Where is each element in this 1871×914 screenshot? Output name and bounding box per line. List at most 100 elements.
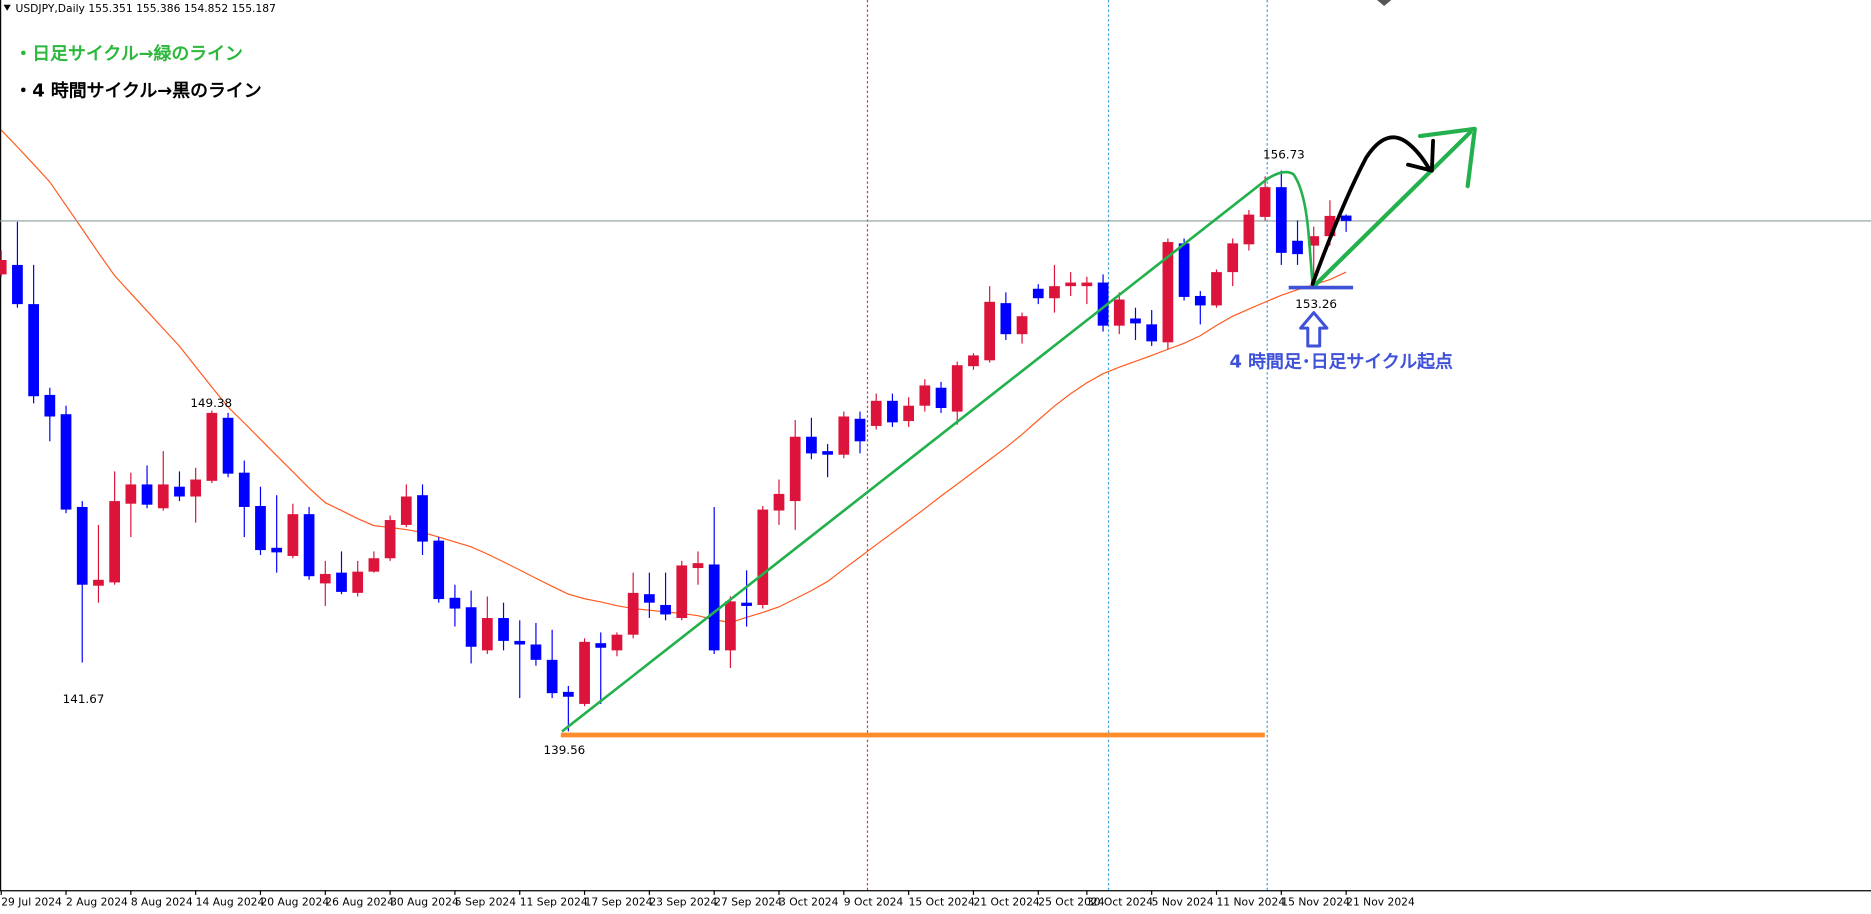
candle-body: [1065, 282, 1077, 287]
candle-body: [1308, 236, 1320, 246]
candle-body: [854, 418, 866, 442]
x-tick-label: 29 Jul 2024: [1, 896, 62, 909]
candle-body: [660, 604, 671, 615]
candle-body: [1049, 286, 1060, 299]
x-tick-label: 20 Aug 2024: [260, 896, 329, 909]
plot: [0, 129, 1871, 732]
h4-cycle-arrowhead: [1406, 138, 1435, 173]
candle-body: [789, 436, 801, 502]
candle-body: [44, 394, 56, 417]
candle-body: [352, 571, 364, 593]
candle-body: [611, 634, 623, 651]
candle-body: [806, 436, 817, 454]
candle-body: [287, 514, 299, 556]
x-tick-label: 30 Oct 2024: [1087, 896, 1153, 909]
up-arrow-icon: [1299, 311, 1329, 348]
price-label: 149.38: [190, 396, 232, 410]
x-tick-label: 14 Aug 2024: [196, 896, 265, 909]
candle-body: [968, 355, 979, 367]
x-tick-label: 5 Sep 2024: [455, 896, 516, 909]
candle-body: [222, 417, 234, 474]
candle-body: [206, 412, 218, 481]
candle-body: [757, 509, 769, 605]
candle-body: [1178, 243, 1190, 297]
x-tick-label: 9 Oct 2024: [844, 896, 904, 909]
daily-cycle-line: [561, 170, 1314, 733]
candle-body: [141, 484, 153, 505]
candle-body: [125, 484, 137, 504]
candle-body: [238, 472, 250, 507]
candle-body: [1259, 187, 1271, 217]
x-tick-label: 21 Oct 2024: [973, 896, 1039, 909]
candle-body: [1340, 215, 1352, 221]
candle-body: [1081, 282, 1093, 287]
candle-body: [498, 618, 509, 641]
x-tick-label: 5 Nov 2024: [1152, 896, 1214, 909]
annotation-note: ・4 時間サイクル→黒のライン: [14, 81, 261, 102]
candle-body: [368, 558, 380, 572]
price-label: 139.56: [544, 743, 586, 757]
candle-body: [514, 640, 526, 645]
candle-body: [919, 385, 931, 406]
header-open: 155.351: [88, 2, 132, 15]
moving-average: [0, 129, 1347, 624]
candle-body: [676, 565, 688, 619]
x-tick-label: 26 Aug 2024: [325, 896, 394, 909]
annotation-note: 4 時間足･日足サイクル起点: [1230, 351, 1453, 373]
candle-body: [1275, 187, 1287, 253]
x-tick-label: 21 Nov 2024: [1346, 896, 1415, 909]
candle-body: [935, 387, 947, 408]
header-close: 155.187: [232, 2, 276, 15]
price-label: 153.26: [1295, 297, 1337, 311]
candle-body: [1016, 316, 1028, 335]
candle-body: [336, 572, 347, 592]
price-label: 141.67: [63, 692, 105, 706]
x-tick-label: 30 Aug 2024: [390, 896, 459, 909]
x-tick-label: 11 Sep 2024: [520, 896, 588, 909]
candle-body: [271, 547, 283, 553]
x-tick-label: 8 Aug 2024: [131, 896, 193, 909]
x-tick-label: 25 Oct 2024: [1038, 896, 1104, 909]
candle-body: [449, 597, 461, 609]
menu-triangle[interactable]: [3, 4, 11, 11]
candle-body: [255, 505, 266, 551]
candle-body: [417, 495, 428, 542]
candle-body: [984, 301, 996, 361]
candle-body: [579, 641, 590, 704]
daily-cycle-arrow: [1311, 130, 1473, 289]
candle-body: [1227, 243, 1239, 273]
candle-body: [741, 602, 752, 606]
candle-body: [562, 691, 574, 697]
candle-body: [725, 601, 736, 651]
candle-body: [546, 659, 558, 694]
candle-body: [887, 400, 898, 423]
x-tick-label: 17 Sep 2024: [585, 896, 653, 909]
chart-header: USDJPY,Daily 155.351 155.386 154.852 155…: [16, 2, 276, 15]
candle-body: [870, 400, 882, 426]
candle-body: [481, 618, 493, 651]
x-tick-label: 23 Sep 2024: [649, 896, 717, 909]
candle-body: [433, 540, 445, 600]
daily-cycle-arrowhead: [1417, 126, 1477, 189]
candle-body: [1292, 240, 1303, 255]
candle-body: [174, 486, 185, 497]
x-tick-label: 15 Oct 2024: [909, 896, 975, 909]
candle-body: [384, 520, 396, 559]
candle-body: [303, 514, 315, 577]
candle-body: [595, 643, 607, 648]
candle-body: [1243, 214, 1255, 245]
candle-body: [643, 594, 655, 603]
x-tick-label: 15 Nov 2024: [1281, 896, 1350, 909]
candle-body: [708, 564, 720, 651]
candle-body: [1324, 215, 1336, 237]
header-high: 155.386: [136, 2, 181, 15]
candle-body: [12, 264, 23, 305]
candle-body: [627, 592, 639, 635]
candle-body: [1162, 242, 1174, 343]
candle-body: [0, 260, 7, 275]
x-tick-label: 2 Aug 2024: [66, 896, 128, 909]
x-tick-label: 3 Oct 2024: [779, 896, 839, 909]
